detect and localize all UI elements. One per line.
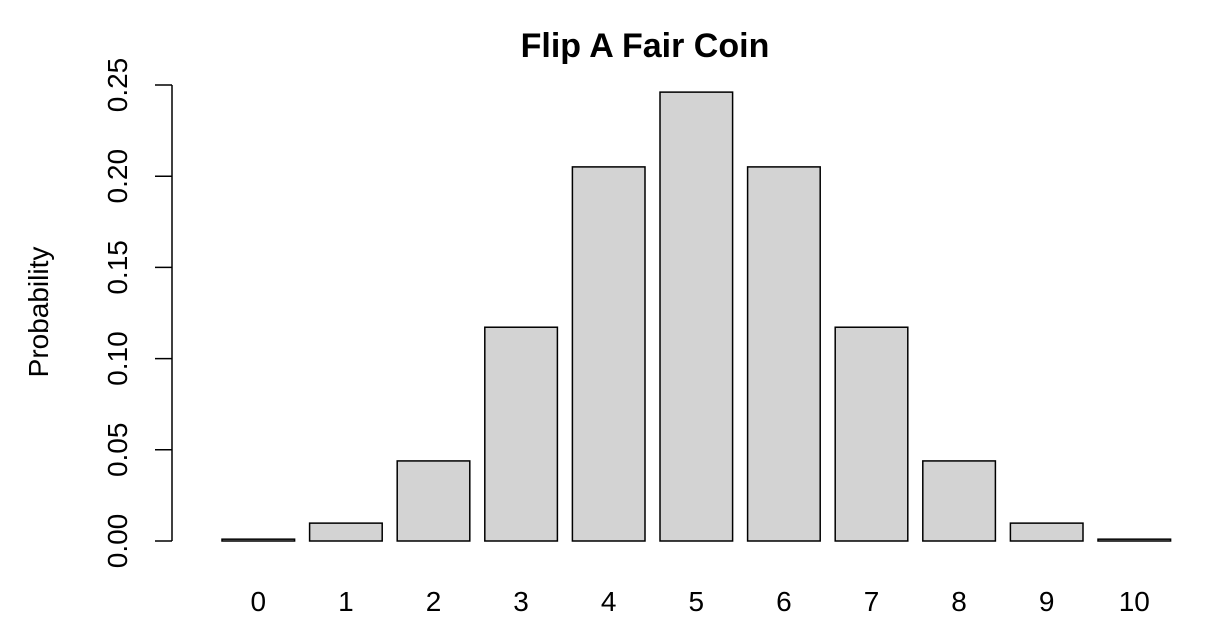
bar-9	[1009, 522, 1084, 542]
y-axis-label: Probability	[23, 247, 54, 378]
y-tick-label: 0.25	[102, 58, 133, 113]
x-category-label: 0	[251, 586, 267, 617]
x-category-label: 10	[1119, 586, 1150, 617]
bar-5	[659, 91, 734, 542]
y-tick-label: 0.20	[102, 149, 133, 204]
y-tick-label: 0.10	[102, 331, 133, 386]
chart-title: Flip A Fair Coin	[521, 27, 770, 65]
bar-10	[1097, 538, 1172, 542]
y-tick-label: 0.15	[102, 240, 133, 295]
x-category-label: 1	[338, 586, 354, 617]
x-category-label: 7	[864, 586, 880, 617]
bar-3	[484, 326, 559, 542]
y-tick-label: 0.00	[102, 514, 133, 569]
bar-1	[308, 522, 383, 542]
bar-7	[834, 326, 909, 542]
bar-2	[396, 460, 471, 542]
x-category-label: 5	[689, 586, 705, 617]
x-category-label: 6	[776, 586, 792, 617]
bars	[221, 91, 1172, 542]
x-category-label: 8	[951, 586, 967, 617]
y-tick-label: 0.05	[102, 423, 133, 478]
x-category-label: 9	[1039, 586, 1055, 617]
x-category-label: 4	[601, 586, 617, 617]
x-category-label: 3	[513, 586, 529, 617]
y-axis: 0.00 0.05 0.10 0.15 0.20 0.25	[102, 58, 173, 569]
bar-8	[922, 460, 997, 542]
bar-0	[221, 538, 296, 542]
bar-4	[571, 166, 646, 542]
bar-6	[746, 166, 821, 542]
x-category-label: 2	[426, 586, 442, 617]
x-axis-labels: 0 1 2 3 4 5 6 7 8 9 10	[251, 586, 1150, 617]
